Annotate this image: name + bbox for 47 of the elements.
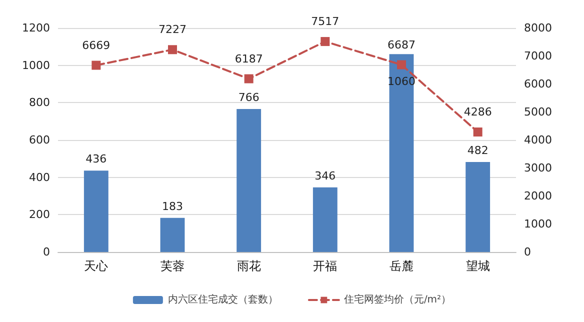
bar [84, 170, 108, 252]
bar [389, 54, 414, 252]
data-label: 183 [162, 200, 183, 213]
y2-tick-label: 8000 [524, 22, 552, 34]
y2-tick-label: 2000 [524, 190, 552, 202]
data-label: 6187 [234, 52, 263, 66]
y2-tick-label: 4000 [524, 134, 552, 146]
y-tick-label: 1200 [22, 22, 50, 34]
x-tick-label: 芙蓉 [160, 259, 184, 273]
x-tick-label: 天心 [84, 259, 108, 273]
y-tick-label: 600 [29, 134, 50, 146]
legend-label: 内六区住宅成交（套数） [168, 294, 278, 306]
y-tick-label: 0 [43, 246, 50, 258]
bar [466, 162, 490, 252]
point [92, 60, 101, 70]
data-label: 482 [467, 144, 488, 158]
bar [312, 187, 338, 252]
y-tick-label: 200 [29, 208, 50, 222]
data-label: 346 [314, 169, 336, 182]
y2-tick-label: 6000 [524, 78, 552, 90]
y-tick-label: 400 [29, 170, 50, 184]
data-label: 7517 [311, 15, 340, 28]
data-label: 766 [238, 91, 260, 104]
x-tick-label: 岳麓 [390, 259, 414, 273]
x-tick-label: 开福 [313, 259, 338, 273]
bar [236, 109, 262, 252]
legend-label: 住宅网签均价（元/m²） [344, 294, 452, 306]
data-label: 6669 [82, 38, 110, 52]
data-label: 6687 [388, 38, 416, 52]
y2-tick-label: 5000 [524, 106, 552, 118]
y2-tick-label: 7000 [524, 50, 552, 62]
bar [160, 218, 185, 252]
point [168, 45, 177, 54]
y-tick-label: 800 [29, 96, 50, 110]
y2-tick-label: 0 [524, 246, 531, 258]
y2-tick-label: 3000 [524, 162, 552, 174]
point [397, 60, 406, 70]
point [320, 37, 330, 46]
y-tick-label: 1000 [22, 58, 50, 72]
data-label: 436 [86, 152, 107, 166]
x-tick-label: 雨花 [236, 259, 261, 273]
data-label: 7227 [158, 23, 186, 36]
y2-tick-label: 1000 [524, 218, 552, 230]
x-tick-label: 望城 [466, 259, 490, 273]
point [244, 74, 254, 84]
point [473, 127, 482, 136]
data-label: 4286 [464, 105, 492, 118]
